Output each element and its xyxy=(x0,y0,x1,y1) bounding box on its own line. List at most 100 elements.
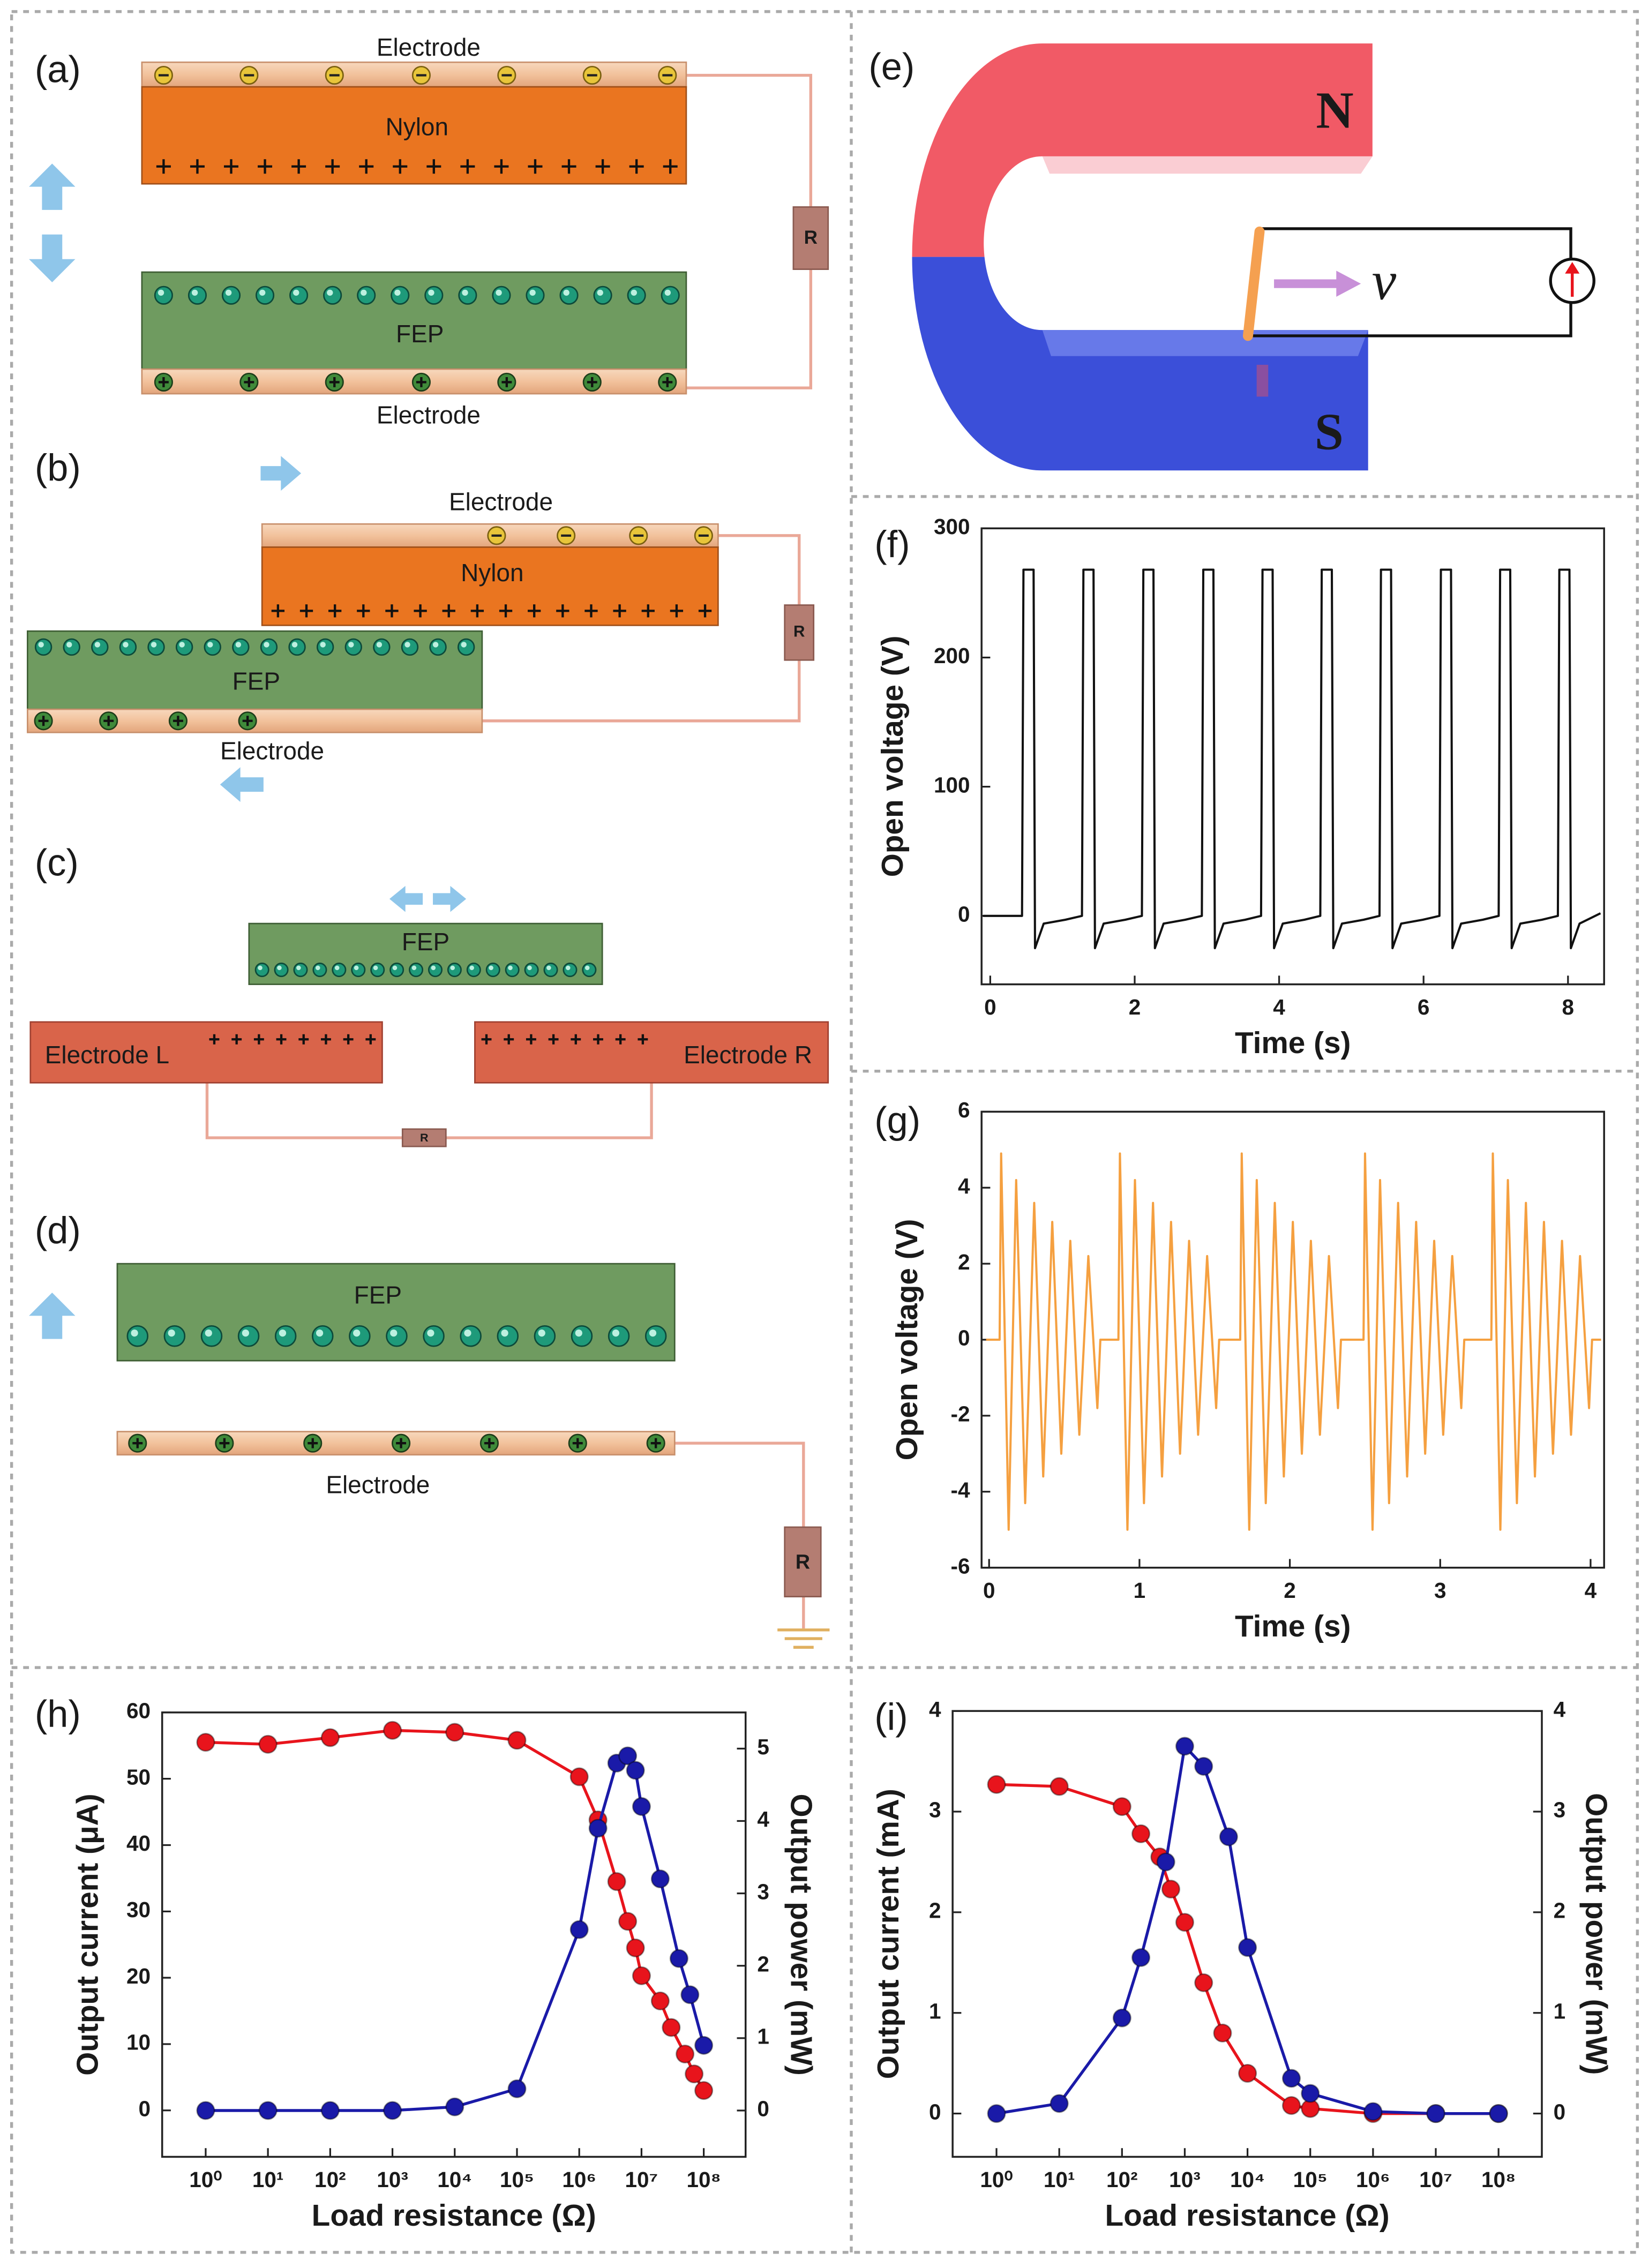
charge-shine xyxy=(411,965,417,971)
resistor xyxy=(784,604,815,661)
negative-charge xyxy=(559,286,579,305)
positive-charge xyxy=(156,159,171,174)
x-tick-label: 10³ xyxy=(1169,2167,1201,2192)
diagram-a: R Electrode Nylon FEP Electrode xyxy=(29,33,829,429)
data-point xyxy=(320,1728,340,1747)
positive-charge xyxy=(499,604,513,618)
charge-shine xyxy=(431,965,436,971)
y2-axis-title: Output power (mW) xyxy=(784,1794,818,2076)
charge-shine xyxy=(450,965,455,971)
data-point xyxy=(662,2018,681,2037)
y-tick-label: 50 xyxy=(126,1764,151,1789)
magnet-face xyxy=(1042,156,1373,174)
data-point xyxy=(320,2101,340,2120)
data-point xyxy=(685,2064,704,2084)
panel-label: (f) xyxy=(874,523,910,565)
data-point xyxy=(650,1869,670,1889)
data-point xyxy=(1050,2094,1069,2113)
data-point xyxy=(618,1912,638,1931)
positive-charge xyxy=(528,159,543,174)
positive-charge xyxy=(561,159,576,174)
x-tick-label: 1 xyxy=(1134,1578,1146,1603)
positive-charge xyxy=(231,1034,242,1045)
charge-sign xyxy=(416,377,426,387)
negative-charge xyxy=(188,286,207,305)
x-tick-label: 8 xyxy=(1562,995,1575,1019)
positive-charge xyxy=(223,159,239,174)
negative-charge xyxy=(389,963,404,978)
data-point xyxy=(569,1920,589,1939)
panel-label: (d) xyxy=(35,1209,81,1251)
data-point xyxy=(669,1949,688,1968)
y2-tick-label: 4 xyxy=(1554,1697,1566,1722)
positive-charge xyxy=(271,604,285,618)
charge-shine xyxy=(612,1329,620,1337)
resistor-label: R xyxy=(804,227,818,248)
y2-tick-label: 1 xyxy=(757,2024,769,2049)
charge-shine xyxy=(390,1329,398,1337)
electrode-label: Electrode xyxy=(377,33,481,61)
charge-sign xyxy=(650,1438,661,1448)
negative-charge xyxy=(534,1325,556,1347)
diagram-b: R Electrode Nylon FEP Electrode xyxy=(27,456,815,802)
negative-charge xyxy=(466,963,481,978)
south-label: S xyxy=(1315,403,1344,461)
positive-charge xyxy=(481,1034,492,1045)
negative-charge xyxy=(260,638,278,656)
fep-layer xyxy=(248,922,603,985)
negative-charge xyxy=(593,286,612,305)
negative-charge xyxy=(563,963,578,978)
data-point xyxy=(258,2101,278,2120)
positive-charge xyxy=(359,159,374,174)
diagram-d: R FEP Electrode xyxy=(29,1263,830,1649)
y2-axis-title: Output power (mW) xyxy=(1579,1793,1613,2075)
chart: 0 2 4 6 8 0 100 200 300 Time (s) Open voltage (V) xyxy=(876,514,1605,1060)
x-tick-label: 6 xyxy=(1418,995,1430,1019)
charge-sign xyxy=(329,377,340,387)
panel-label: (b) xyxy=(35,446,81,489)
y-tick-label: 300 xyxy=(934,514,970,539)
negative-charge xyxy=(221,286,241,305)
positive-charge xyxy=(629,159,644,174)
charge-shine xyxy=(66,642,72,648)
charge-sign xyxy=(484,1438,494,1448)
y2-tick-label: 3 xyxy=(1554,1798,1566,1822)
negative-charge xyxy=(351,963,366,978)
negative-charge xyxy=(497,1325,519,1347)
charge-shine xyxy=(361,289,367,296)
negative-charge xyxy=(254,963,269,978)
negative-charge xyxy=(424,286,444,305)
x-tick-label: 10⁸ xyxy=(687,2167,721,2192)
x-axis-title: Load resistance (Ω) xyxy=(312,2199,596,2233)
x-tick-label: 10³ xyxy=(377,2167,408,2192)
negative-charge xyxy=(274,1325,297,1347)
positive-charge xyxy=(414,604,427,618)
data-point xyxy=(694,2081,714,2100)
x-tick-label: 10⁵ xyxy=(500,2167,534,2192)
x-tick-label: 4 xyxy=(1273,995,1285,1019)
x-tick-label: 10⁰ xyxy=(980,2167,1013,2192)
y-tick-label: 0 xyxy=(139,2096,151,2121)
charge-sign xyxy=(396,1438,407,1448)
charge-sign xyxy=(103,716,114,726)
data-point xyxy=(196,2101,215,2120)
negative-charge xyxy=(391,286,410,305)
data-point xyxy=(1175,1913,1195,1932)
negative-charge xyxy=(373,638,391,656)
wire xyxy=(686,73,813,389)
negative-charge xyxy=(644,1325,667,1347)
positive-charge xyxy=(357,604,370,618)
positive-charge xyxy=(638,1034,648,1045)
negative-charge xyxy=(571,1325,593,1347)
positive-charge xyxy=(526,1034,536,1045)
negative-charge xyxy=(401,638,419,656)
positive-charge xyxy=(258,159,273,174)
charge-shine xyxy=(538,1329,545,1337)
charge-shine xyxy=(277,965,282,971)
positive-charge xyxy=(385,604,399,618)
arrow-right xyxy=(433,885,467,912)
data-point xyxy=(445,2097,464,2116)
electrode-label: Electrode xyxy=(449,488,553,516)
charge-shine xyxy=(462,289,468,296)
x-axis-title: Time (s) xyxy=(1235,1610,1351,1643)
